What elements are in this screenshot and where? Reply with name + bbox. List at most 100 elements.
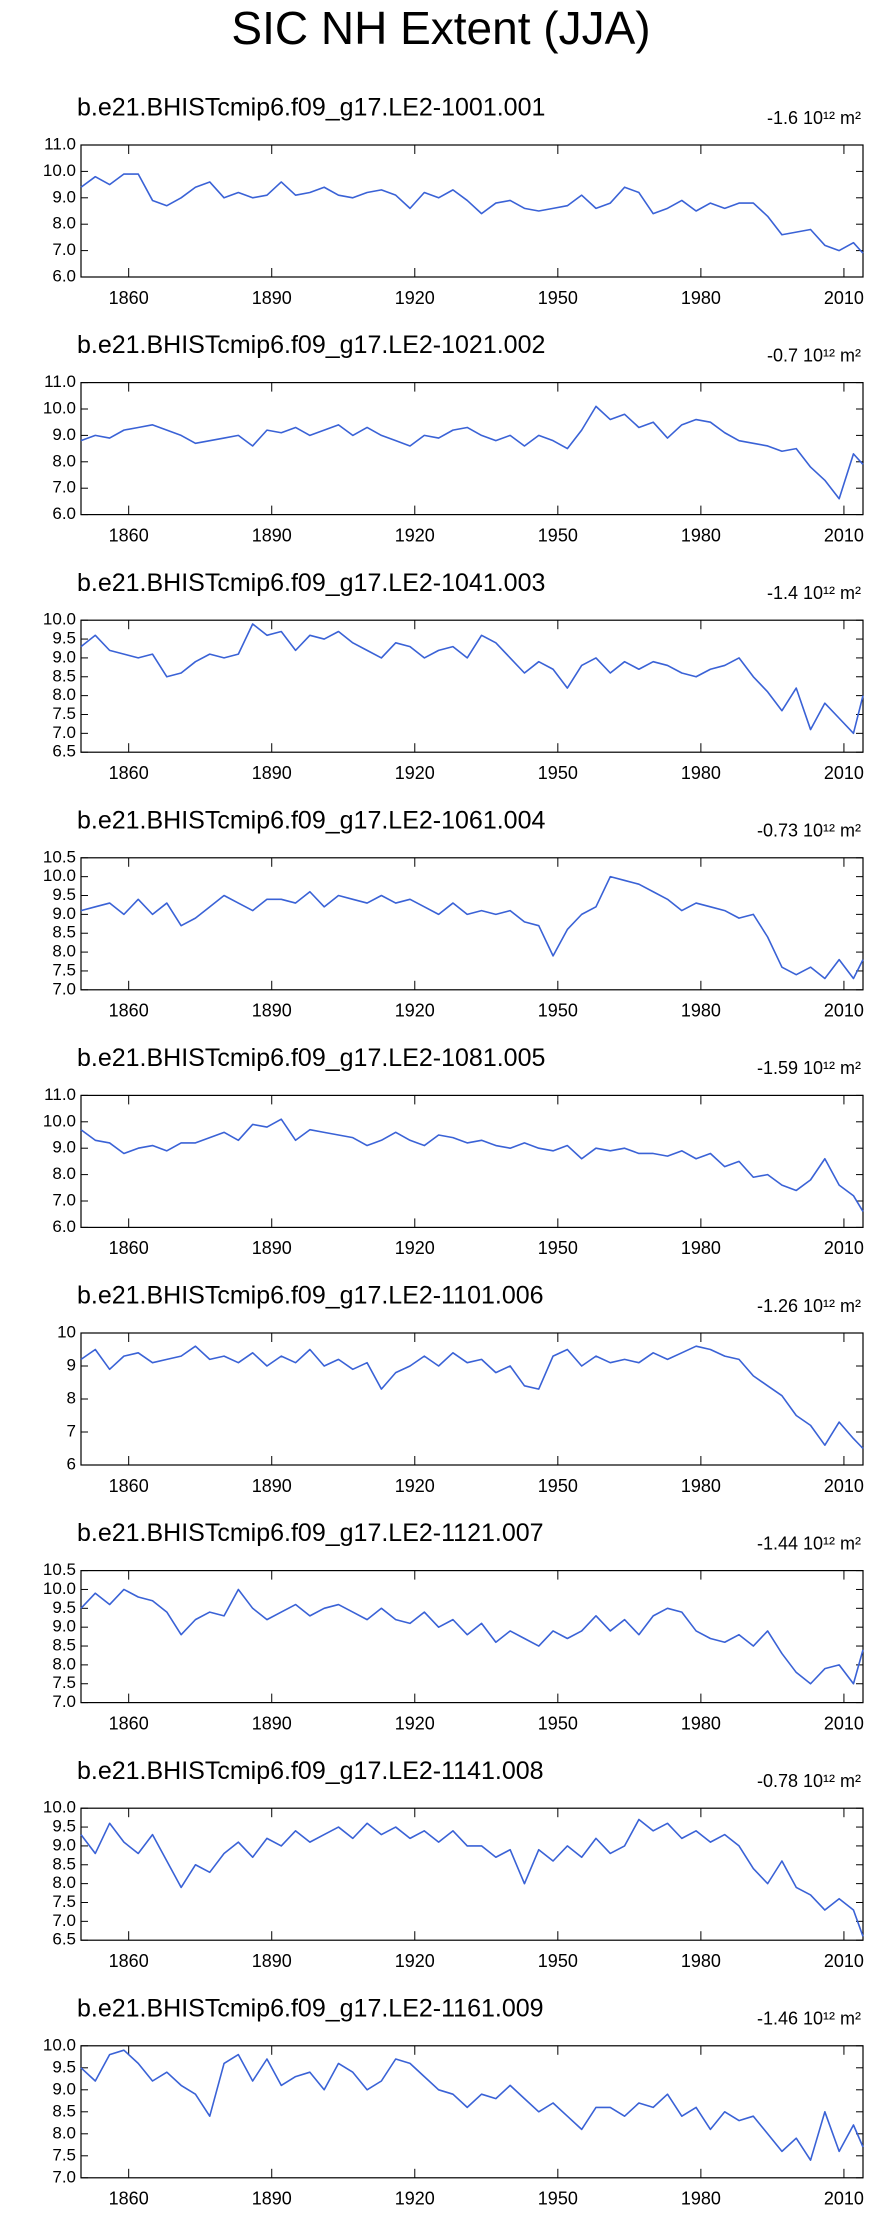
data-line (80, 623, 864, 735)
data-line (80, 875, 864, 980)
y-tick-label: 8.0 (52, 1164, 76, 1183)
y-tick-label: 8.0 (52, 1654, 76, 1673)
trend-annotation: -1.26 10¹² m² (757, 1296, 861, 1316)
y-tick-label: 7.0 (52, 723, 76, 742)
trend-annotation: -1.4 10¹² m² (767, 583, 861, 603)
y-tick-label: 9.5 (52, 885, 76, 904)
y-tick-label: 7.0 (52, 1190, 76, 1209)
trend-annotation: -1.46 10¹² m² (757, 2009, 861, 2029)
data-line (80, 1345, 864, 1450)
y-tick-label: 9.0 (52, 904, 76, 923)
x-tick-label: 1920 (395, 1001, 435, 1021)
trend-annotation: -1.44 10¹² m² (757, 1533, 861, 1553)
y-tick-label: 9.5 (52, 1817, 76, 1836)
data-line (80, 2049, 864, 2161)
y-tick-label: 8.5 (52, 1636, 76, 1655)
x-tick-label: 1920 (395, 1713, 435, 1733)
y-tick-label: 9.5 (52, 2057, 76, 2076)
y-tick-label: 10 (57, 1322, 76, 1341)
plot-frame (80, 619, 864, 753)
x-tick-label: 1980 (681, 2189, 721, 2209)
x-tick-label: 1920 (395, 288, 435, 308)
trend-annotation: -1.6 10¹² m² (767, 108, 861, 128)
y-tick-label: 8.0 (52, 942, 76, 961)
y-tick-label: 6 (67, 1454, 76, 1473)
y-tick-label: 8.0 (52, 685, 76, 704)
y-tick-label: 9 (67, 1355, 76, 1374)
y-tick-label: 8.0 (52, 451, 76, 470)
x-tick-label: 1860 (109, 1951, 149, 1971)
y-tick-label: 9.0 (52, 425, 76, 444)
y-tick-label: 8.0 (52, 2123, 76, 2142)
y-tick-label: 9.0 (52, 2079, 76, 2098)
x-tick-label: 1980 (681, 1238, 721, 1258)
x-tick-label: 1860 (109, 288, 149, 308)
x-tick-label: 1860 (109, 1001, 149, 1021)
panel-title: b.e21.BHISTcmip6.f09_g17.LE2-1101.006 (77, 1282, 544, 1310)
y-tick-label: 10.5 (43, 847, 76, 866)
y-tick-label: 11.0 (44, 134, 76, 153)
y-tick-label: 7.5 (52, 960, 76, 979)
y-tick-label: 7.5 (52, 1673, 76, 1692)
x-tick-label: 1860 (109, 763, 149, 783)
x-tick-label: 1890 (252, 763, 292, 783)
y-tick-label: 7.0 (52, 2167, 76, 2186)
y-tick-label: 8.0 (52, 214, 76, 233)
x-tick-label: 2010 (824, 1476, 864, 1496)
y-tick-label: 6.5 (52, 1930, 76, 1949)
plot-frame (80, 1094, 864, 1229)
plot-frame (80, 857, 864, 991)
x-tick-label: 1890 (252, 1238, 292, 1258)
y-tick-label: 11.0 (44, 1085, 76, 1104)
y-tick-label: 7 (67, 1421, 76, 1440)
trend-annotation: -0.73 10¹² m² (757, 821, 861, 841)
y-tick-label: 9.0 (52, 647, 76, 666)
panel-title: b.e21.BHISTcmip6.f09_g17.LE2-1081.005 (77, 1044, 545, 1072)
x-tick-label: 1890 (252, 288, 292, 308)
x-tick-label: 1950 (538, 288, 578, 308)
trend-annotation: -0.7 10¹² m² (767, 345, 861, 365)
y-tick-label: 10.0 (43, 398, 76, 417)
x-tick-label: 2010 (824, 288, 864, 308)
trend-annotation: -1.59 10¹² m² (757, 1058, 861, 1078)
x-tick-label: 1950 (538, 763, 578, 783)
y-tick-label: 10.0 (43, 161, 76, 180)
y-tick-label: 7.0 (52, 979, 76, 998)
panel-title: b.e21.BHISTcmip6.f09_g17.LE2-1141.008 (77, 1757, 544, 1785)
x-tick-label: 1980 (681, 288, 721, 308)
panel-title: b.e21.BHISTcmip6.f09_g17.LE2-1061.004 (77, 806, 545, 834)
y-tick-label: 9.0 (52, 1138, 76, 1157)
x-tick-label: 2010 (824, 2189, 864, 2209)
y-tick-label: 8.5 (52, 666, 76, 685)
y-tick-label: 10.0 (43, 1111, 76, 1130)
panel-title: b.e21.BHISTcmip6.f09_g17.LE2-1121.007 (77, 1519, 544, 1547)
x-tick-label: 1920 (395, 1951, 435, 1971)
x-tick-label: 1950 (538, 1713, 578, 1733)
figure-title: SIC NH Extent (JJA) (231, 2, 650, 54)
x-tick-label: 1890 (252, 525, 292, 545)
x-tick-label: 1980 (681, 1476, 721, 1496)
y-tick-label: 10.0 (43, 1798, 76, 1817)
y-tick-label: 7.0 (52, 240, 76, 259)
x-tick-label: 1860 (109, 1713, 149, 1733)
y-tick-label: 6.0 (52, 1217, 76, 1236)
data-line (80, 1588, 864, 1685)
x-tick-label: 1980 (681, 1951, 721, 1971)
data-line (80, 173, 864, 254)
x-tick-label: 1950 (538, 1476, 578, 1496)
plot-frame (80, 1569, 864, 1704)
y-tick-label: 10.0 (43, 610, 76, 629)
plot-frame (80, 144, 864, 278)
x-tick-label: 1980 (681, 763, 721, 783)
data-line (80, 1118, 864, 1212)
x-tick-label: 1920 (395, 1476, 435, 1496)
x-tick-label: 1920 (395, 763, 435, 783)
y-tick-label: 10.0 (43, 2035, 76, 2054)
x-tick-label: 1950 (538, 525, 578, 545)
x-tick-label: 1890 (252, 1476, 292, 1496)
y-tick-label: 6.5 (52, 742, 76, 761)
x-tick-label: 1890 (252, 2189, 292, 2209)
y-tick-label: 10.5 (43, 1560, 76, 1579)
y-tick-label: 6.0 (52, 504, 76, 523)
